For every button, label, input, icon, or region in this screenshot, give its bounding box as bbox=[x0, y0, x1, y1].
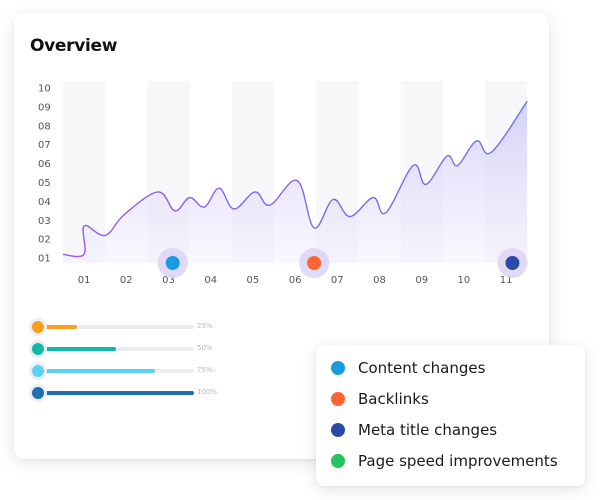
x-tick-label: 03 bbox=[162, 275, 175, 286]
y-tick-label: 05 bbox=[38, 178, 51, 189]
x-tick-label: 09 bbox=[415, 275, 428, 286]
legend-label: Page speed improvements bbox=[358, 452, 558, 470]
y-axis-labels: 10 09 08 07 06 05 04 03 02 01 bbox=[38, 84, 51, 265]
slider-percent-label: 25% bbox=[197, 322, 213, 330]
y-tick-label: 07 bbox=[38, 140, 51, 151]
legend-item-content-changes: Content changes bbox=[331, 358, 485, 378]
legend-item-meta-title-changes: Meta title changes bbox=[331, 420, 497, 440]
slider-percent-label: 50% bbox=[197, 344, 213, 352]
legend-label: Meta title changes bbox=[358, 421, 498, 439]
x-tick-label: 01 bbox=[78, 275, 91, 286]
trend-line bbox=[62, 100, 528, 258]
event-markers bbox=[157, 248, 528, 278]
legend-item-page-speed-improvements: Page speed improvements bbox=[331, 451, 558, 471]
slider-track[interactable] bbox=[38, 325, 194, 329]
card-title: Overview bbox=[30, 36, 118, 56]
slider-knob[interactable] bbox=[32, 321, 44, 333]
event-marker[interactable] bbox=[165, 256, 180, 270]
slider-fill bbox=[38, 391, 194, 395]
legend-label: Backlinks bbox=[358, 390, 429, 408]
y-tick-label: 02 bbox=[38, 235, 51, 246]
y-tick-label: 01 bbox=[38, 254, 51, 265]
slider-fill bbox=[38, 369, 155, 373]
x-tick-label: 06 bbox=[289, 275, 302, 286]
slider-percent-label: 75% bbox=[197, 366, 213, 374]
legend-dot-icon bbox=[331, 392, 345, 406]
legend-item-backlinks: Backlinks bbox=[331, 389, 429, 409]
x-tick-label: 11 bbox=[500, 275, 513, 286]
y-tick-label: 03 bbox=[38, 216, 51, 227]
progress-slider[interactable]: 50% bbox=[32, 343, 222, 355]
y-tick-label: 08 bbox=[38, 121, 51, 132]
legend-dot-icon bbox=[331, 423, 345, 437]
x-tick-label: 10 bbox=[458, 275, 471, 286]
slider-knob[interactable] bbox=[32, 365, 44, 377]
slider-fill bbox=[38, 347, 116, 351]
legend-panel: Content changes Backlinks Meta title cha… bbox=[316, 345, 585, 486]
x-tick-label: 04 bbox=[204, 275, 217, 286]
y-tick-label: 04 bbox=[38, 197, 51, 208]
legend-dot-icon bbox=[331, 361, 345, 375]
y-tick-label: 06 bbox=[38, 159, 51, 170]
progress-slider[interactable]: 25% bbox=[32, 321, 222, 333]
slider-knob[interactable] bbox=[32, 387, 44, 399]
area-fill bbox=[63, 101, 528, 263]
progress-slider[interactable]: 75% bbox=[32, 365, 222, 377]
slider-knob[interactable] bbox=[32, 343, 44, 355]
slider-fill bbox=[38, 325, 77, 329]
y-tick-label: 09 bbox=[38, 102, 51, 113]
y-tick-label: 10 bbox=[38, 84, 51, 95]
event-marker[interactable] bbox=[505, 256, 520, 270]
x-tick-label: 07 bbox=[331, 275, 344, 286]
slider-percent-label: 100% bbox=[197, 388, 218, 396]
x-tick-label: 05 bbox=[247, 275, 260, 286]
event-marker[interactable] bbox=[307, 256, 322, 270]
x-tick-label: 08 bbox=[373, 275, 386, 286]
x-tick-label: 02 bbox=[120, 275, 133, 286]
legend-dot-icon bbox=[331, 454, 345, 468]
slider-track[interactable] bbox=[38, 347, 194, 351]
legend-label: Content changes bbox=[358, 359, 486, 377]
progress-slider[interactable]: 100% bbox=[32, 387, 222, 399]
x-axis-labels: 01 02 03 04 05 06 07 08 09 10 11 bbox=[78, 275, 513, 286]
